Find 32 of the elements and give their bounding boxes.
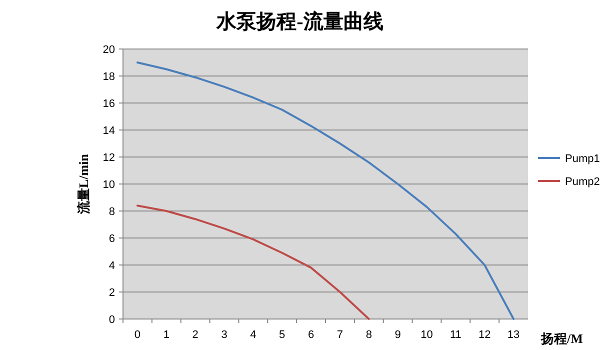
y-tick-label: 16: [102, 98, 115, 110]
y-tick-label: 4: [108, 260, 115, 272]
x-tick-label: 9: [394, 329, 401, 341]
y-tick-label: 14: [102, 125, 115, 137]
x-tick-label: 6: [308, 329, 314, 341]
x-tick-label: 8: [366, 329, 372, 341]
x-tick-label: 1: [163, 329, 170, 341]
y-tick-label: 0: [108, 314, 115, 326]
y-tick-label: 8: [108, 206, 115, 218]
y-tick-label: 10: [102, 179, 115, 191]
legend-label: Pump1: [565, 153, 600, 165]
y-tick-label: 2: [108, 287, 115, 299]
y-tick-label: 18: [102, 71, 115, 83]
x-tick-label: 12: [478, 329, 491, 341]
x-tick-label: 0: [134, 329, 141, 341]
y-tick-label: 6: [108, 233, 115, 245]
x-tick-label: 11: [450, 329, 462, 341]
x-tick-label: 5: [279, 329, 286, 341]
x-tick-label: 2: [192, 329, 198, 341]
y-tick-label: 20: [102, 44, 115, 56]
line-series: [136, 62, 515, 320]
chart-title: 水泵扬程-流量曲线: [216, 10, 384, 33]
x-tick-label: 3: [221, 329, 228, 341]
y-tick-label: 12: [102, 152, 115, 164]
x-tick-label: 4: [250, 329, 256, 341]
x-tick-label: 13: [507, 329, 520, 341]
legend-label: Pump2: [565, 176, 600, 188]
y-axis-title: 流量L/min: [76, 153, 91, 215]
line-series: [136, 204, 370, 320]
x-tick-label: 10: [420, 329, 433, 341]
x-axis-title: 扬程/M: [540, 331, 583, 346]
x-tick-label: 7: [336, 329, 344, 341]
